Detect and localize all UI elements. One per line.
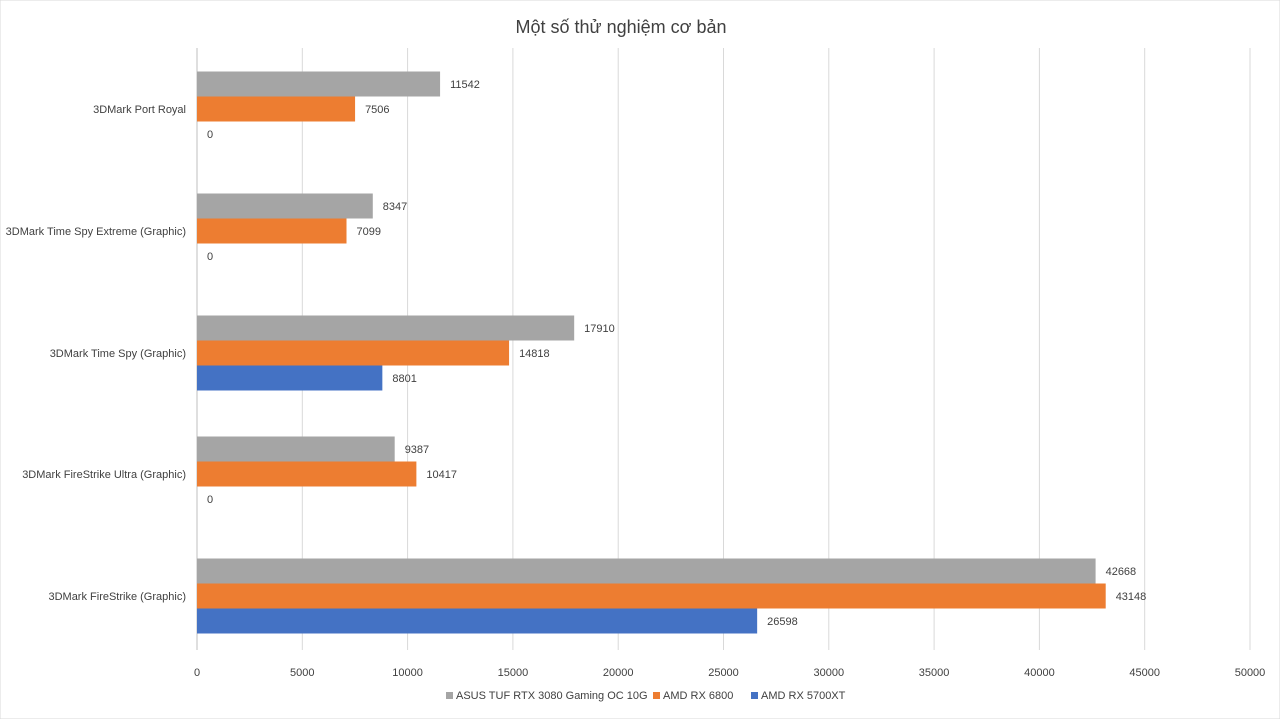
x-tick-label: 45000 [1129,667,1160,679]
data-label: 11542 [450,79,480,91]
data-label: 0 [207,251,213,263]
bar [197,96,356,122]
legend-label: AMD RX 5700XT [761,690,846,702]
data-label: 26598 [767,616,798,628]
x-tick-label: 35000 [919,667,950,679]
category-label: 3DMark FireStrike (Graphic) [48,591,186,603]
legend: ASUS TUF RTX 3080 Gaming OC 10G AMD RX 68… [446,690,846,702]
bar [197,583,1106,609]
data-label: 0 [207,129,213,141]
category-label: 3DMark Time Spy (Graphic) [50,348,186,360]
bar [197,436,395,462]
data-label: 7506 [365,104,389,116]
x-tick-label: 30000 [814,667,845,679]
data-label: 9387 [405,444,429,456]
category-axis: 3DMark Port Royal 3DMark Time Spy Extreme… [6,104,186,603]
data-label: 42668 [1106,566,1137,578]
x-tick-label: 40000 [1024,667,1055,679]
legend-swatch [446,692,453,699]
bar [197,461,417,487]
data-label: 7099 [357,226,381,238]
x-tick-label: 20000 [603,667,634,679]
data-label: 10417 [426,469,457,481]
legend-label: ASUS TUF RTX 3080 Gaming OC 10G [456,690,648,702]
bar [197,218,347,244]
x-tick-label: 50000 [1235,667,1266,679]
bar [197,71,441,97]
category-label: 3DMark FireStrike Ultra (Graphic) [22,469,186,481]
bar [197,315,575,341]
legend-label: AMD RX 6800 [663,690,733,702]
x-tick-label: 10000 [392,667,423,679]
bar [197,558,1096,584]
x-tick-label: 5000 [290,667,314,679]
x-tick-label: 25000 [708,667,739,679]
bar [197,608,758,634]
bar [197,340,510,366]
category-label: 3DMark Port Royal [93,104,186,116]
chart-title: Một số thử nghiệm cơ bản [516,17,727,37]
bar [197,193,373,219]
bar [197,365,383,391]
x-tick-label: 0 [194,667,200,679]
legend-swatch [653,692,660,699]
bars [197,71,1106,634]
data-label: 8801 [392,373,416,385]
data-label: 0 [207,494,213,506]
x-tick-label: 15000 [498,667,529,679]
value-axis: 0 5000 10000 15000 20000 25000 30000 35000 40000… [194,667,1265,679]
data-label: 8347 [383,201,407,213]
data-label: 14818 [519,348,550,360]
data-label: 17910 [584,323,615,335]
legend-swatch [751,692,758,699]
data-label: 43148 [1116,591,1147,603]
data-labels: 11542 7506 0 8347 7099 0 17910 14818 8801 9387 104… [207,79,1146,628]
category-label: 3DMark Time Spy Extreme (Graphic) [6,226,186,238]
